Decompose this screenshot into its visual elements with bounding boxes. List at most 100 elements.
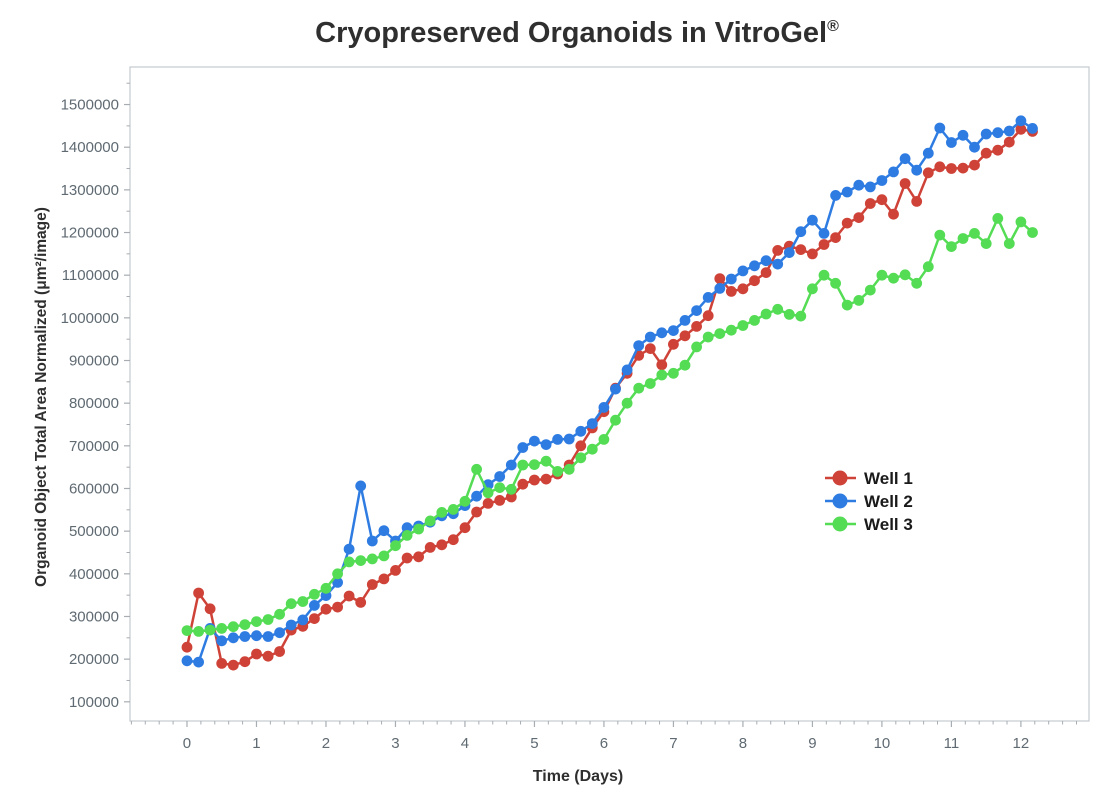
legend-item-well-1: Well 1	[825, 469, 913, 488]
data-point	[505, 483, 517, 495]
x-tick-label: 4	[461, 735, 469, 752]
y-tick-label: 1200000	[61, 225, 119, 242]
data-point	[668, 325, 679, 336]
data-point	[749, 275, 760, 287]
data-point	[1003, 238, 1015, 250]
data-point	[899, 269, 911, 281]
data-point	[529, 474, 540, 486]
data-point	[251, 616, 262, 627]
data-point	[262, 650, 274, 662]
y-tick-label: 1400000	[61, 139, 119, 156]
data-point	[529, 435, 540, 447]
data-point	[992, 213, 1004, 224]
data-point	[911, 277, 923, 289]
data-point	[1003, 136, 1015, 148]
data-point	[563, 463, 575, 475]
x-tick-label: 9	[808, 735, 816, 752]
data-point	[181, 655, 193, 667]
data-point	[598, 402, 610, 413]
x-axis-title: Time (Days)	[533, 768, 623, 785]
data-point	[586, 418, 598, 429]
data-point	[563, 433, 575, 445]
data-point	[610, 414, 621, 426]
data-point	[610, 383, 621, 395]
data-point	[656, 359, 668, 371]
data-point	[227, 632, 239, 644]
data-point	[239, 619, 251, 630]
data-point	[957, 233, 969, 244]
data-point	[714, 273, 726, 284]
data-point	[714, 283, 726, 294]
data-point	[285, 619, 297, 631]
data-point	[656, 369, 668, 381]
data-point	[807, 248, 818, 260]
data-point	[946, 163, 957, 174]
series-line	[185, 119, 1034, 664]
data-point	[540, 439, 552, 450]
data-point	[355, 597, 367, 608]
x-tick-label: 11	[944, 735, 960, 752]
data-point	[193, 626, 205, 637]
data-point	[760, 308, 772, 320]
data-point	[922, 147, 934, 159]
data-point	[922, 167, 934, 179]
data-point	[424, 515, 436, 527]
data-point	[737, 320, 749, 331]
data-point	[1027, 227, 1038, 238]
data-point	[853, 295, 865, 306]
data-point	[366, 553, 378, 565]
data-point	[552, 434, 563, 445]
data-point	[725, 273, 737, 285]
data-point	[343, 543, 355, 555]
data-point	[725, 286, 737, 297]
data-point	[702, 292, 714, 303]
data-point	[447, 534, 459, 546]
data-point	[552, 466, 563, 477]
data-point	[471, 463, 482, 475]
data-point	[633, 340, 645, 351]
data-point	[633, 382, 645, 394]
data-point	[378, 573, 390, 585]
data-point	[980, 238, 992, 250]
data-point	[656, 327, 668, 339]
data-point	[668, 338, 679, 350]
data-point	[830, 190, 841, 201]
registered-mark: ®	[827, 18, 839, 35]
data-point	[517, 478, 529, 490]
data-point	[946, 241, 957, 253]
data-point	[807, 214, 818, 226]
data-point	[494, 495, 506, 506]
data-point	[482, 487, 494, 499]
data-point	[969, 159, 980, 171]
legend-label-well-2: Well 2	[864, 492, 913, 511]
data-point	[494, 471, 506, 482]
y-tick-label: 1500000	[61, 97, 119, 114]
data-point	[598, 434, 610, 445]
data-point	[702, 331, 714, 343]
data-point	[830, 277, 841, 289]
legend: Well 1 Well 2 Well 3	[825, 469, 913, 534]
data-point	[494, 482, 506, 493]
data-point	[575, 452, 587, 464]
x-tick-label: 6	[600, 735, 608, 752]
data-point	[471, 490, 482, 502]
series-container	[181, 115, 1038, 671]
data-point	[401, 522, 413, 534]
data-point	[343, 556, 355, 568]
data-point	[841, 299, 853, 311]
data-point	[251, 630, 262, 642]
data-point	[772, 303, 784, 315]
data-point	[668, 367, 679, 379]
series-well-2	[181, 115, 1038, 668]
data-point	[876, 194, 888, 206]
data-point	[227, 621, 239, 633]
data-point	[471, 506, 482, 518]
data-point	[309, 600, 320, 611]
data-point	[262, 631, 274, 642]
data-point	[517, 442, 529, 453]
data-point	[390, 540, 401, 552]
data-point	[876, 269, 888, 281]
plot-frame	[129, 66, 1090, 722]
data-point	[505, 459, 517, 471]
